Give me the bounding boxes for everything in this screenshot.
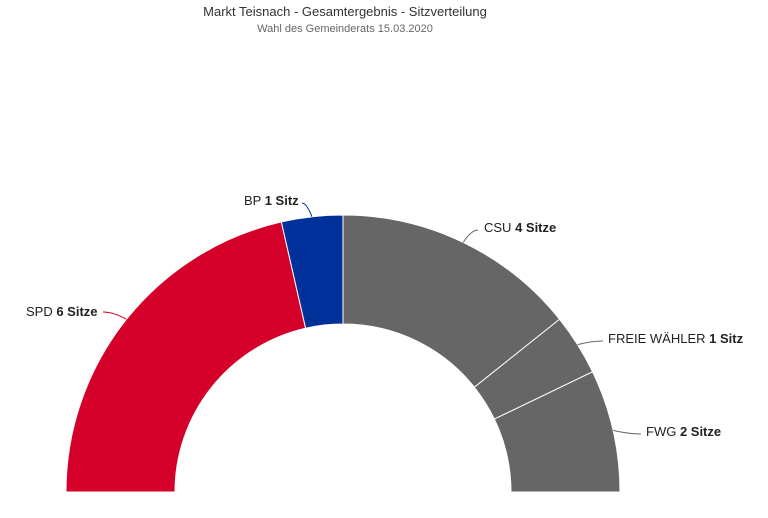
label-freie-wähler: FREIE WÄHLER 1 Sitz bbox=[608, 331, 744, 346]
label-fwg: FWG 2 Sitze bbox=[646, 424, 721, 439]
connector-freie-wähler bbox=[577, 340, 604, 346]
label-seat-count: 2 Sitze bbox=[680, 424, 721, 439]
label-party-name: FWG bbox=[646, 424, 680, 439]
label-seat-count: 6 Sitze bbox=[56, 304, 97, 319]
label-seat-count: 4 Sitze bbox=[515, 220, 556, 235]
connector-fwg bbox=[612, 429, 642, 435]
connector-spd bbox=[102, 311, 127, 320]
label-party-name: SPD bbox=[26, 304, 56, 319]
slice-spd[interactable] bbox=[65, 221, 307, 493]
connector-csu bbox=[462, 229, 479, 243]
chart-title: Markt Teisnach - Gesamtergebnis - Sitzve… bbox=[203, 4, 487, 19]
label-seat-count: 1 Sitz bbox=[709, 331, 743, 346]
slice-fwg[interactable] bbox=[493, 371, 621, 493]
label-csu: CSU 4 Sitze bbox=[484, 220, 556, 235]
label-bp: BP 1 Sitz bbox=[244, 193, 299, 208]
label-spd: SPD 6 Sitze bbox=[26, 304, 98, 319]
label-party-name: CSU bbox=[484, 220, 515, 235]
label-party-name: FREIE WÄHLER bbox=[608, 331, 709, 346]
label-seat-count: 1 Sitz bbox=[265, 193, 299, 208]
connector-bp bbox=[301, 202, 313, 217]
chart-subtitle: Wahl des Gemeinderats 15.03.2020 bbox=[257, 23, 433, 35]
label-party-name: BP bbox=[244, 193, 265, 208]
